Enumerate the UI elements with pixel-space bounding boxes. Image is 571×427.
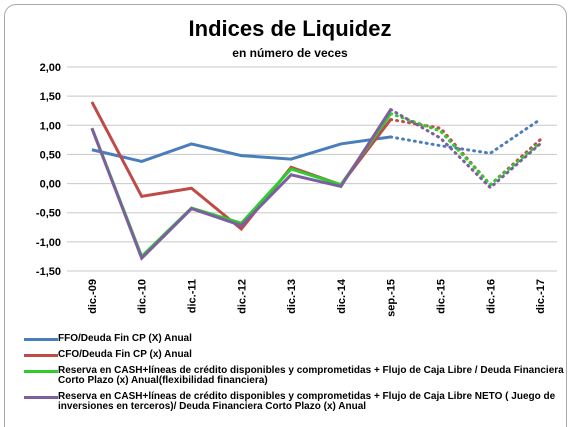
x-tick-label: dic.-12: [236, 279, 248, 314]
x-tick-label: dic.-17: [535, 279, 547, 314]
series-line-projection: [389, 112, 542, 187]
series-line-projection: [389, 108, 542, 190]
legend-label: Reserva en CASH+líneas de crédito dispon…: [58, 391, 556, 412]
legend-label: CFO/Deuda Fin CP (x) Anual: [58, 349, 192, 360]
x-tick-label: sep.-15: [386, 279, 398, 317]
chart: Indices de Liquidez en número de veces -…: [36, 16, 557, 317]
x-tick-label: dic.-11: [187, 279, 199, 313]
series-line: [90, 108, 392, 261]
x-tick-label: dic.-09: [87, 279, 99, 314]
legend-key: [24, 338, 58, 341]
chart-title: Indices de Liquidez: [189, 16, 392, 41]
legend-item: FFO/Deuda Fin CP (X) Anual: [24, 334, 564, 344]
y-tick-label: 0,50: [40, 149, 61, 161]
x-tick-label: dic.-16: [485, 279, 497, 314]
y-tick-label: 2,00: [40, 62, 61, 74]
series-line-projection: [389, 117, 542, 155]
series-line-projection: [389, 117, 542, 187]
series-line: [90, 101, 392, 232]
y-tick-label: 0,00: [40, 179, 61, 191]
y-tick-label: 1,50: [40, 91, 61, 103]
y-tick-label: -1,50: [36, 266, 61, 278]
legend-label: Reserva en CASH+líneas de crédito dispon…: [58, 365, 564, 386]
legend-key: [24, 370, 58, 373]
x-tick-label: dic.-10: [137, 279, 149, 314]
frame: [4, 4, 567, 427]
legend-item: Reserva en CASH+líneas de crédito dispon…: [24, 366, 564, 386]
legend: FFO/Deuda Fin CP (X) Anual CFO/Deuda Fin …: [24, 334, 564, 418]
y-tick-label: -0,50: [36, 208, 61, 220]
y-tick-label: 1,00: [40, 120, 61, 132]
legend-key: [24, 354, 58, 357]
chart-subtitle: en número de veces: [232, 46, 348, 60]
x-tick-label: dic.-15: [436, 279, 448, 314]
legend-label: FFO/Deuda Fin CP (X) Anual: [58, 333, 192, 344]
series-line: [91, 135, 391, 163]
legend-key: [24, 396, 58, 399]
legend-item: CFO/Deuda Fin CP (x) Anual: [24, 350, 564, 360]
x-tick-label: dic.-14: [336, 278, 348, 314]
y-tick-label: -1,00: [36, 237, 61, 249]
x-tick-label: dic.-13: [286, 279, 298, 314]
legend-item: Reserva en CASH+líneas de crédito dispon…: [24, 392, 564, 412]
